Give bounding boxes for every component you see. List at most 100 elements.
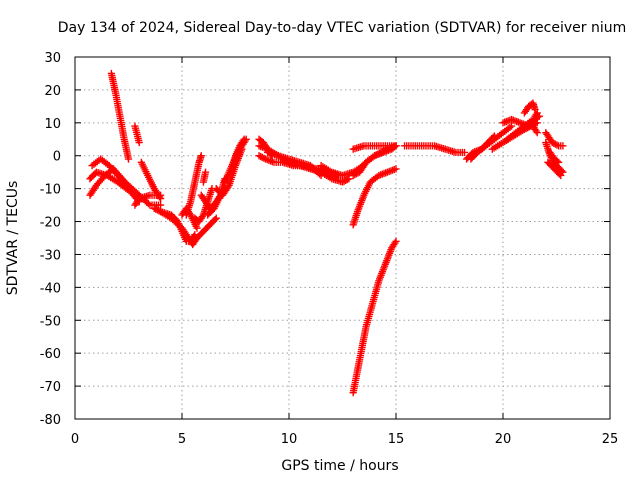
y-tick-label: 30 xyxy=(44,51,61,66)
data-point xyxy=(155,193,164,201)
y-tick-label: -50 xyxy=(40,314,61,329)
data-point xyxy=(150,204,158,212)
data-point xyxy=(351,171,359,179)
data-point xyxy=(548,138,556,147)
series-arc-22 xyxy=(264,148,353,186)
series-arc-4 xyxy=(107,69,133,163)
y-tick-label: 0 xyxy=(53,150,61,165)
plot-frame xyxy=(74,56,611,420)
data-point xyxy=(153,206,161,214)
data-point xyxy=(553,157,561,165)
data-point xyxy=(338,178,347,186)
x-tick-label: 10 xyxy=(281,432,298,447)
x-axis-title: GPS time / hours xyxy=(281,458,398,474)
data-point xyxy=(193,224,201,232)
data-point xyxy=(260,154,268,162)
data-point xyxy=(255,152,263,160)
data-point xyxy=(345,175,353,183)
data-point xyxy=(352,170,361,178)
data-point xyxy=(372,151,380,159)
y-tick-label: -10 xyxy=(40,183,61,198)
x-tick-label: 5 xyxy=(178,432,186,447)
data-point xyxy=(144,200,152,208)
data-point xyxy=(211,215,219,224)
data-point xyxy=(392,142,400,150)
data-point xyxy=(507,122,516,130)
data-point xyxy=(375,149,384,157)
data-point xyxy=(340,177,348,185)
y-tick-label: -30 xyxy=(40,248,61,263)
data-point xyxy=(374,150,382,158)
y-tick-label: -40 xyxy=(40,281,61,296)
series-arc-40 xyxy=(544,158,565,180)
x-tick-label: 20 xyxy=(495,432,512,447)
series-arc-9 xyxy=(157,208,220,249)
series-arc-8 xyxy=(150,204,199,245)
data-point xyxy=(391,239,399,247)
series-arc-38 xyxy=(542,129,567,150)
series-arc-35 xyxy=(520,99,539,117)
series-arc-7 xyxy=(137,158,165,203)
data-point xyxy=(240,135,248,143)
y-tick-label: 20 xyxy=(44,84,61,99)
data-point xyxy=(550,139,558,147)
series-arc-18 xyxy=(227,135,248,176)
axes: 0 5 10 15 20 25 30 20 10 0 -10 -20 -30 -40 -50 -60 -70 -8… xyxy=(40,51,619,447)
series-arc-29 xyxy=(400,142,469,157)
data-point xyxy=(157,201,165,209)
series-arc-36 xyxy=(520,119,541,137)
series-arc-28 xyxy=(349,237,400,397)
data-point xyxy=(553,141,561,149)
series-arc-5 xyxy=(131,122,143,147)
data-point xyxy=(557,171,565,180)
data-point xyxy=(152,205,160,213)
data-markers xyxy=(86,69,567,397)
y-tick-label: -70 xyxy=(40,380,61,395)
data-point xyxy=(392,237,400,245)
data-point xyxy=(212,214,220,222)
data-point xyxy=(124,155,133,163)
data-point xyxy=(532,110,540,119)
data-point xyxy=(224,183,232,191)
data-point xyxy=(371,152,379,160)
y-tick-label: -60 xyxy=(40,347,61,362)
y-axis-title: SDTVAR / TECUs xyxy=(5,181,21,296)
data-point xyxy=(342,176,350,185)
data-point xyxy=(257,152,265,161)
x-tick-label: 0 xyxy=(71,432,79,447)
data-point xyxy=(532,127,540,135)
series-arc-27 xyxy=(349,142,400,153)
y-tick-label: -20 xyxy=(40,216,61,231)
data-point xyxy=(392,165,400,173)
y-tick-label: -80 xyxy=(40,413,61,428)
data-point xyxy=(197,152,205,160)
series-arc-41 xyxy=(546,148,563,166)
data-point xyxy=(533,129,541,137)
data-point xyxy=(201,168,210,176)
data-point xyxy=(258,153,266,161)
data-point xyxy=(551,140,560,148)
grid xyxy=(75,57,610,419)
data-point xyxy=(555,158,563,166)
x-tick-label: 15 xyxy=(388,432,405,447)
data-point xyxy=(239,137,247,145)
x-tick-label: 25 xyxy=(602,432,619,447)
data-point xyxy=(157,194,165,203)
series-arc-25 xyxy=(349,165,400,229)
series-arc-14 xyxy=(199,168,210,186)
series-arc-37 xyxy=(531,109,541,120)
data-point xyxy=(349,171,357,180)
data-point xyxy=(559,142,567,150)
data-point xyxy=(377,148,385,157)
data-point xyxy=(533,109,541,117)
series-arc-11 xyxy=(182,152,205,219)
data-point xyxy=(380,147,388,155)
series-arc-31 xyxy=(467,122,516,163)
data-point xyxy=(555,170,564,178)
series-arc-3 xyxy=(88,155,165,209)
y-tick-label: 10 xyxy=(44,117,61,132)
data-point xyxy=(198,213,206,221)
data-point xyxy=(460,148,469,157)
chart-title: Day 134 of 2024, Sidereal Day-to-day VTE… xyxy=(58,20,627,36)
